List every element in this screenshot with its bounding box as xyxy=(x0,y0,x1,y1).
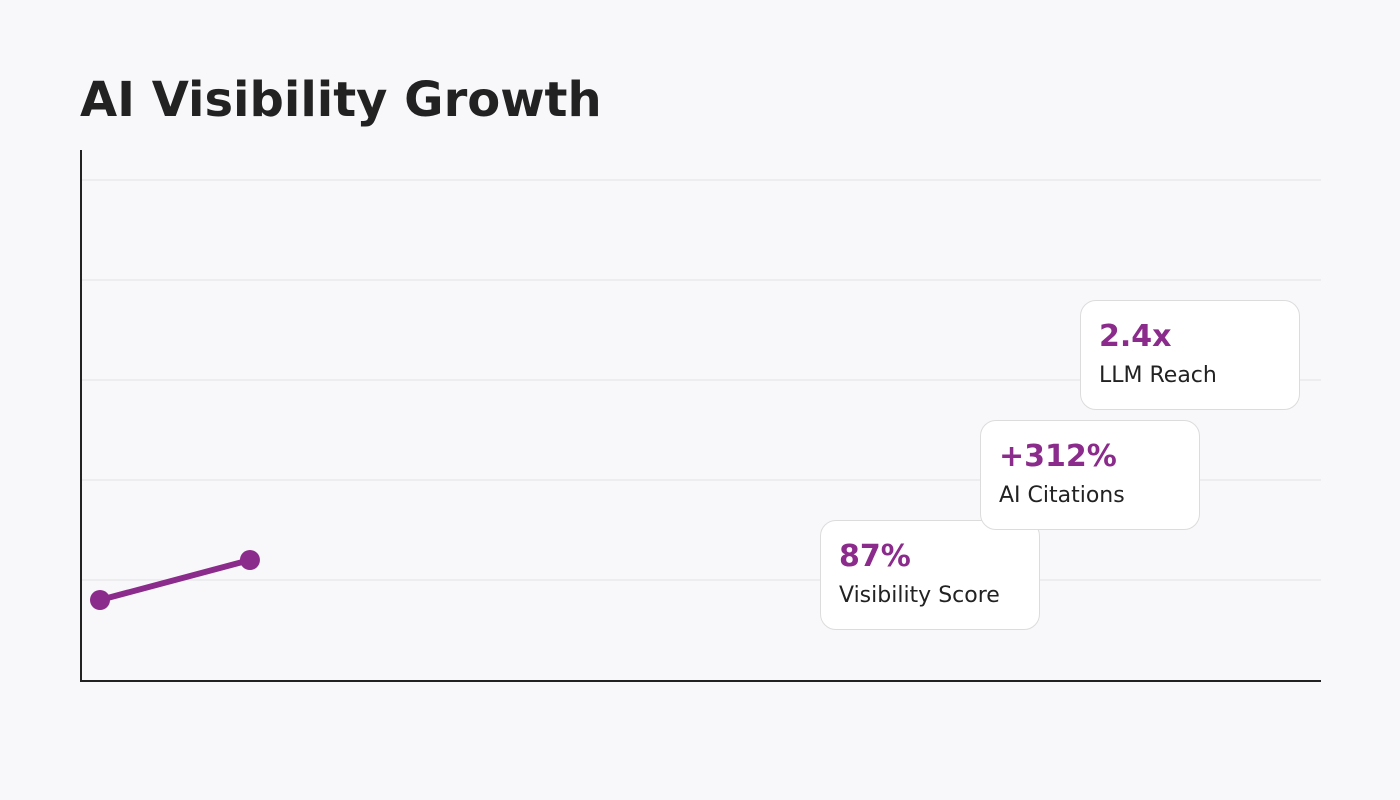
data-point xyxy=(90,590,110,610)
stat-card-ai-citations: +312% AI Citations xyxy=(980,420,1200,530)
data-point xyxy=(239,550,260,570)
stat-card-visibility-score: 87% Visibility Score xyxy=(820,520,1040,630)
stat-value: 2.4x xyxy=(1099,319,1172,354)
stat-label: LLM Reach xyxy=(1099,363,1217,388)
stat-label: AI Citations xyxy=(999,483,1125,508)
stat-label: Visibility Score xyxy=(839,583,1000,608)
stat-value: 87% xyxy=(839,539,911,574)
stat-card-llm-reach: 2.4x LLM Reach xyxy=(1080,300,1300,410)
chart-title: AI Visibility Growth xyxy=(80,72,602,128)
series-line xyxy=(97,557,253,603)
stat-value: +312% xyxy=(999,439,1117,474)
